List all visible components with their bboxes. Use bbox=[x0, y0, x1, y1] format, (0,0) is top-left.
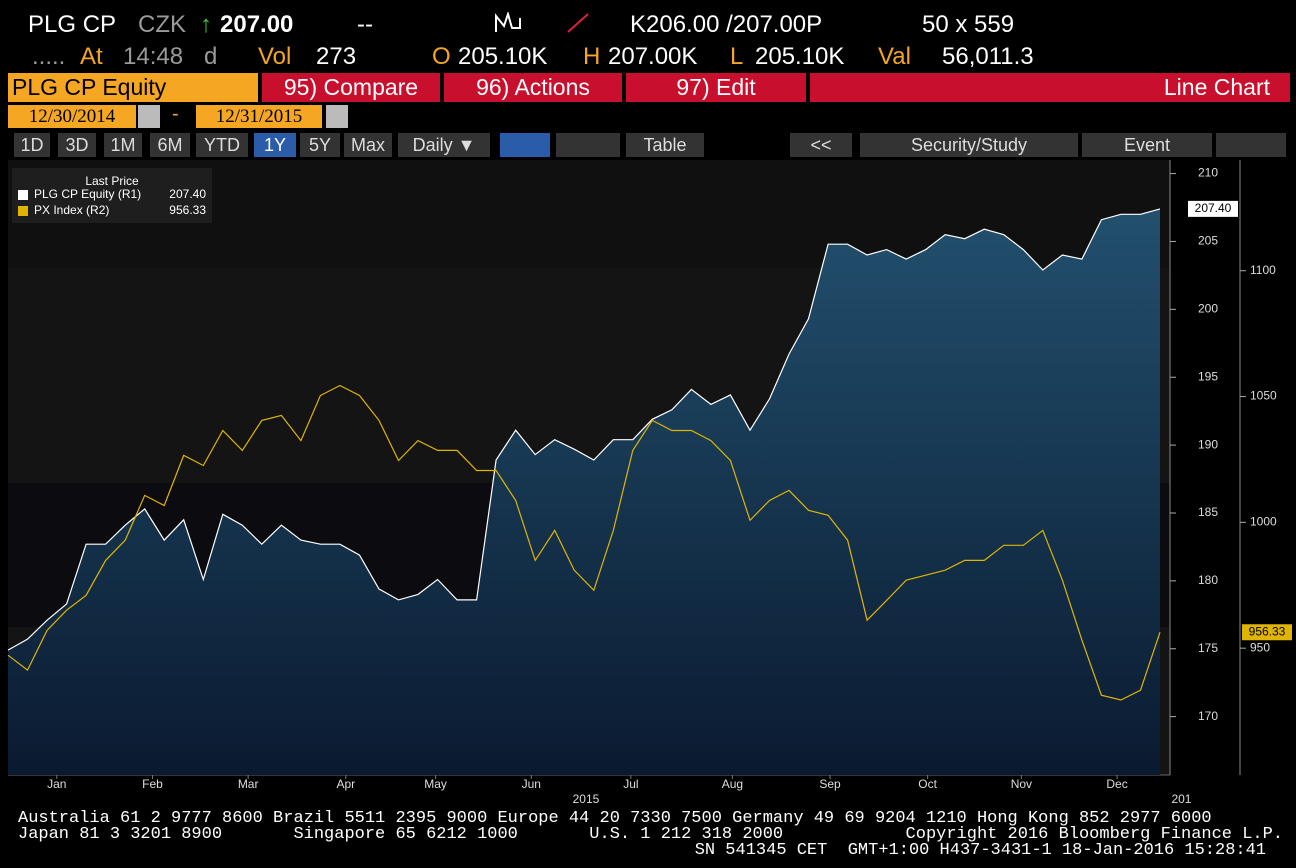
y-tick-label: 180 bbox=[1198, 573, 1218, 587]
x-tick-label: Nov bbox=[1011, 777, 1032, 791]
y-tick-label: 200 bbox=[1198, 302, 1218, 316]
x-tick-label: Feb bbox=[142, 777, 163, 791]
low: 205.10K bbox=[755, 43, 845, 70]
y2-tick-label: 1050 bbox=[1250, 389, 1277, 403]
year-label: 201 bbox=[1171, 792, 1191, 806]
y-tick-label: 170 bbox=[1198, 709, 1218, 723]
volume: 273 bbox=[316, 43, 357, 70]
line bbox=[7, 384, 1161, 701]
trend-icon bbox=[567, 13, 589, 33]
mini-chart-icon bbox=[495, 12, 521, 32]
candle-icon-button[interactable] bbox=[556, 133, 620, 157]
last-value-label: 207.40 bbox=[1195, 201, 1232, 215]
line bbox=[7, 208, 1161, 651]
calendar-icon[interactable] bbox=[326, 105, 348, 128]
y2-tick-label: 950 bbox=[1250, 640, 1270, 654]
y-tick-label: 185 bbox=[1198, 505, 1218, 519]
last-price: 207.00 bbox=[220, 11, 294, 38]
chart-kind-tab[interactable]: Line Chart bbox=[810, 73, 1290, 102]
ticker: PLG CP bbox=[28, 11, 117, 38]
footer-line: SN 541345 CET GMT+1:00 H437-3431-1 18-Ja… bbox=[694, 841, 1266, 860]
area bbox=[8, 208, 1160, 775]
legend-label: PLG CP Equity (R1) bbox=[34, 187, 141, 201]
dots: ..... bbox=[32, 43, 66, 70]
x-tick-label: Jul bbox=[623, 777, 638, 791]
year-label: 2015 bbox=[573, 792, 600, 806]
open: 205.10K bbox=[458, 43, 548, 70]
footer-line: Australia 61 2 9777 8600 Brazil 5511 239… bbox=[18, 809, 1212, 828]
last-value-flag bbox=[1188, 200, 1238, 217]
date-separator: - bbox=[172, 103, 179, 125]
start-date[interactable]: 12/30/2014 bbox=[8, 105, 136, 128]
x-tick-label: Jan bbox=[47, 777, 66, 791]
range-button[interactable]: Max bbox=[344, 133, 392, 157]
y2-tick-label: 1100 bbox=[1250, 263, 1276, 277]
line-icon-button[interactable] bbox=[500, 133, 550, 157]
range-button[interactable]: 1Y bbox=[254, 133, 296, 157]
arrow: ↑ bbox=[200, 11, 212, 38]
calendar-icon[interactable] bbox=[138, 105, 160, 128]
x-tick-label: Oct bbox=[918, 777, 937, 791]
x-tick-label: May bbox=[424, 777, 447, 791]
size: 50 x 559 bbox=[922, 11, 1015, 38]
last-value-flag bbox=[1242, 624, 1292, 641]
y-tick-label: 205 bbox=[1198, 234, 1218, 248]
security-box[interactable]: PLG CP Equity bbox=[8, 73, 258, 102]
y2-tick-label: 1000 bbox=[1250, 515, 1277, 529]
time-flag: d bbox=[204, 43, 218, 70]
vol-label: Vol bbox=[258, 43, 292, 70]
legend-title: Last Price bbox=[85, 174, 139, 188]
end-date[interactable]: 12/31/2015 bbox=[196, 105, 322, 128]
range-button[interactable]: 1D bbox=[14, 133, 50, 157]
change: -- bbox=[357, 11, 373, 38]
value-traded: 56,011.3 bbox=[942, 43, 1034, 70]
currency: CZK bbox=[138, 11, 186, 38]
x-tick-label: Dec bbox=[1106, 777, 1127, 791]
compare-tab[interactable]: 95) Compare bbox=[262, 73, 440, 102]
time: 14:48 bbox=[123, 43, 184, 70]
range-button[interactable]: 5Y bbox=[300, 133, 340, 157]
range-button[interactable]: YTD bbox=[196, 133, 248, 157]
range-button[interactable]: 1M bbox=[104, 133, 142, 157]
high: 207.00K bbox=[608, 43, 698, 70]
study-button[interactable]: Security/Study bbox=[860, 133, 1078, 157]
range-button[interactable]: 6M bbox=[150, 133, 190, 157]
back-button[interactable]: << bbox=[790, 133, 852, 157]
open-label: O bbox=[432, 43, 451, 70]
high-label: H bbox=[583, 43, 601, 70]
legend-value: 956.33 bbox=[169, 203, 206, 217]
y-tick-label: 190 bbox=[1198, 437, 1218, 451]
event-button[interactable]: Event bbox=[1082, 133, 1212, 157]
range-button[interactable]: 3D bbox=[58, 133, 96, 157]
table-button[interactable]: Table bbox=[626, 133, 704, 157]
x-tick-label: Aug bbox=[722, 777, 743, 791]
x-tick-label: Mar bbox=[238, 777, 259, 791]
y-tick-label: 175 bbox=[1198, 641, 1218, 655]
low-label: L bbox=[730, 43, 744, 70]
val-label: Val bbox=[878, 43, 911, 70]
x-tick-label: Sep bbox=[819, 777, 841, 791]
actions-tab[interactable]: 96) Actions bbox=[444, 73, 622, 102]
legend-value: 207.40 bbox=[169, 187, 206, 201]
y-tick-label: 210 bbox=[1198, 166, 1218, 180]
frequency-button[interactable]: Daily ▼ bbox=[398, 133, 490, 157]
legend-swatch bbox=[18, 190, 28, 200]
edit-tab[interactable]: 97) Edit bbox=[626, 73, 806, 102]
x-tick-label: Apr bbox=[336, 777, 355, 791]
footer-line: Japan 81 3 3201 8900 Singapore 65 6212 1… bbox=[18, 825, 1284, 844]
y-tick-label: 195 bbox=[1198, 369, 1218, 383]
x-tick-label: Jun bbox=[522, 777, 541, 791]
at-label: At bbox=[80, 43, 103, 70]
settings-button[interactable] bbox=[1216, 133, 1286, 157]
legend-label: PX Index (R2) bbox=[34, 203, 109, 217]
legend bbox=[12, 168, 212, 223]
legend-swatch bbox=[18, 206, 28, 216]
last-value-label: 956.33 bbox=[1249, 624, 1286, 638]
bid-ask: K206.00 /207.00P bbox=[630, 11, 823, 38]
